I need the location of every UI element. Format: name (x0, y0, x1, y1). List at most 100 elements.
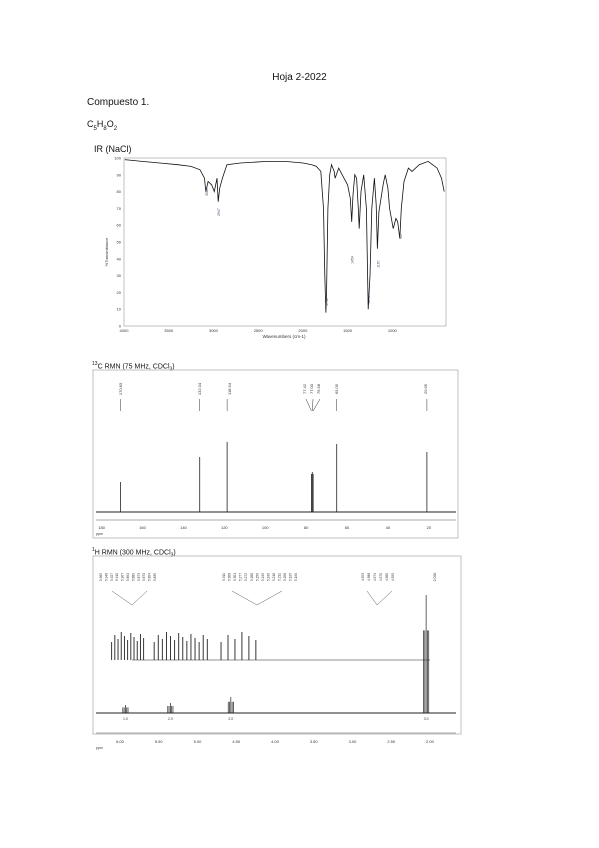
c13-shift-label: 77.00 (309, 383, 314, 394)
c13-xtick-label: 80 (304, 525, 309, 530)
c13-shift-label: 77.42 (302, 383, 307, 394)
h1-shift-label: 5.892 (126, 573, 130, 581)
ir-ytick-label: 40 (117, 256, 122, 261)
ir-frame (123, 157, 447, 327)
ir-ytick-label: 0 (119, 324, 122, 329)
c13-xtick-label: 180 (98, 525, 105, 530)
c13-xtick-label: 20 (427, 525, 432, 530)
h1-leader (131, 590, 148, 606)
ir-spectrum: 4000 3500 3000 2500 2000 1500 1000100908070605… (104, 156, 447, 339)
h1-shift-label: 5.835 (153, 573, 157, 581)
ir-spectrum-trace (124, 159, 445, 313)
h1-shift-label: 4.560 (385, 573, 389, 581)
h1-integral-label: 3.0 (424, 717, 429, 721)
ir-xtick-label: 3500 (164, 328, 174, 333)
h1-leader (376, 590, 393, 606)
ir-xtick-label: 2500 (254, 328, 264, 333)
ir-ytick-label: 10 (117, 307, 122, 312)
c13-shift-label: 118.64 (227, 382, 232, 395)
ir-ytick-label: 50 (117, 240, 122, 245)
h1-shift-label: 5.211 (278, 573, 282, 581)
c13-shift-label: 76.58 (316, 383, 321, 394)
h1-shift-label: 4.555 (391, 573, 395, 581)
h1-xtick-label: 2.50 (387, 739, 396, 744)
ir-ytick-label: 20 (117, 290, 122, 295)
c13-frame (92, 369, 459, 539)
page-title: Hoja 2-2022 (272, 72, 327, 83)
c13-shift-label: 20.95 (423, 383, 428, 394)
h1-shift-label: 4.574 (373, 573, 377, 581)
h1-shift-label: 4.593 (361, 573, 365, 581)
c13-xtick-label: 60 (345, 525, 350, 530)
h1-shift-label: 5.311 (222, 573, 226, 581)
ir-peak-label: 1270 (367, 296, 371, 304)
ir-peak-label: 2947 (217, 208, 221, 216)
h1-xunit: ppm (96, 746, 103, 750)
h1-xtick-label: 3.00 (349, 739, 358, 744)
h1-shift-label: 5.910 (115, 573, 119, 581)
h1-shift-label: 5.277 (239, 573, 243, 581)
h1-integral-label: 2.0 (228, 717, 233, 721)
h1-shift-label: 5.266 (250, 573, 254, 581)
ir-xtick-label: 1000 (388, 328, 398, 333)
h1-shift-label: 5.965 (99, 573, 103, 581)
h1-integral-label: 2.0 (168, 717, 173, 721)
h1-leader (231, 590, 258, 606)
h1-xtick-label: 6.00 (116, 739, 125, 744)
ir-xtick-label: 3000 (209, 328, 219, 333)
h1-shift-label: 5.889 (131, 573, 135, 581)
h1-shift-label: 2.050 (433, 573, 437, 582)
h1-shift-label: 4.570 (379, 573, 383, 581)
ir-ytick-label: 90 (117, 172, 122, 177)
h1-shift-label: 5.301 (233, 573, 237, 581)
h1-xtick-label: 4.00 (271, 739, 280, 744)
c13-leader (312, 398, 321, 412)
c13-shift-label: 170.83 (118, 382, 123, 395)
h1-shift-label: 4.588 (367, 573, 371, 581)
h1-shift-label: 5.250 (255, 573, 259, 581)
h1-shift-label: 5.190 (294, 573, 298, 581)
h1-shift-label: 5.206 (283, 573, 287, 581)
ir-ytick-label: 60 (117, 223, 122, 228)
molecular-formula: C5H8O2 (87, 119, 118, 132)
ir-peak-label: 1743 (325, 298, 329, 306)
h1-leader (366, 590, 378, 606)
h1-xtick-label: 3.50 (310, 739, 319, 744)
h1-shift-label: 5.272 (244, 573, 248, 581)
ir-ytick-label: 30 (117, 273, 122, 278)
h1-shift-label: 5.946 (104, 573, 108, 581)
c13-xtick-label: 40 (386, 525, 391, 530)
h1-leader (111, 590, 133, 606)
h1-shift-label: 5.216 (272, 573, 276, 581)
h1-shift-label: 5.240 (266, 573, 270, 581)
c13-xtick-label: 140 (180, 525, 187, 530)
c13-spectrum: 170.83 132.04 118.64 77.42 77.00 76.58 65.05 20… (92, 369, 459, 539)
h1-leader (256, 590, 283, 606)
ir-peak-label: 917 (399, 233, 403, 239)
ir-ylabel: %Transmittance (104, 237, 109, 267)
h1-shift-label: 5.854 (148, 573, 152, 581)
ir-label: IR (NaCl) (94, 144, 132, 154)
ir-ytick-label: 80 (117, 189, 122, 194)
ir-ytick-label: 70 (117, 206, 122, 211)
ir-xtick-label: 4000 (120, 328, 130, 333)
ir-ytick-label: 100 (114, 156, 121, 161)
h1-spectrum: 5.965 5.946 5.927 5.910 5.907 5.892 5.889 5.873… (92, 555, 462, 750)
h1-shift-label: 5.873 (137, 573, 141, 581)
h1-shift-label: 5.195 (289, 573, 293, 581)
ir-peak-label: 1167 (376, 260, 380, 268)
c13-shift-label: 65.05 (334, 383, 339, 394)
ir-peak-label: 3085 (205, 188, 209, 196)
h1-shift-label: 5.245 (261, 573, 265, 581)
h1-frame (92, 555, 462, 735)
c13-xunit: ppm (96, 532, 103, 536)
c13-shift-label: 132.04 (197, 382, 202, 395)
h1-shift-label: 5.927 (110, 573, 114, 581)
compound-heading: Compuesto 1. (87, 97, 150, 108)
ir-xtick-label: 1500 (343, 328, 353, 333)
c13-xtick-label: 120 (221, 525, 228, 530)
ir-xtick-label: 2000 (298, 328, 308, 333)
h1-shift-label: 5.306 (228, 573, 232, 581)
c13-leader (312, 398, 314, 412)
ir-xlabel: Wavenumbers (cm-1) (262, 334, 306, 339)
